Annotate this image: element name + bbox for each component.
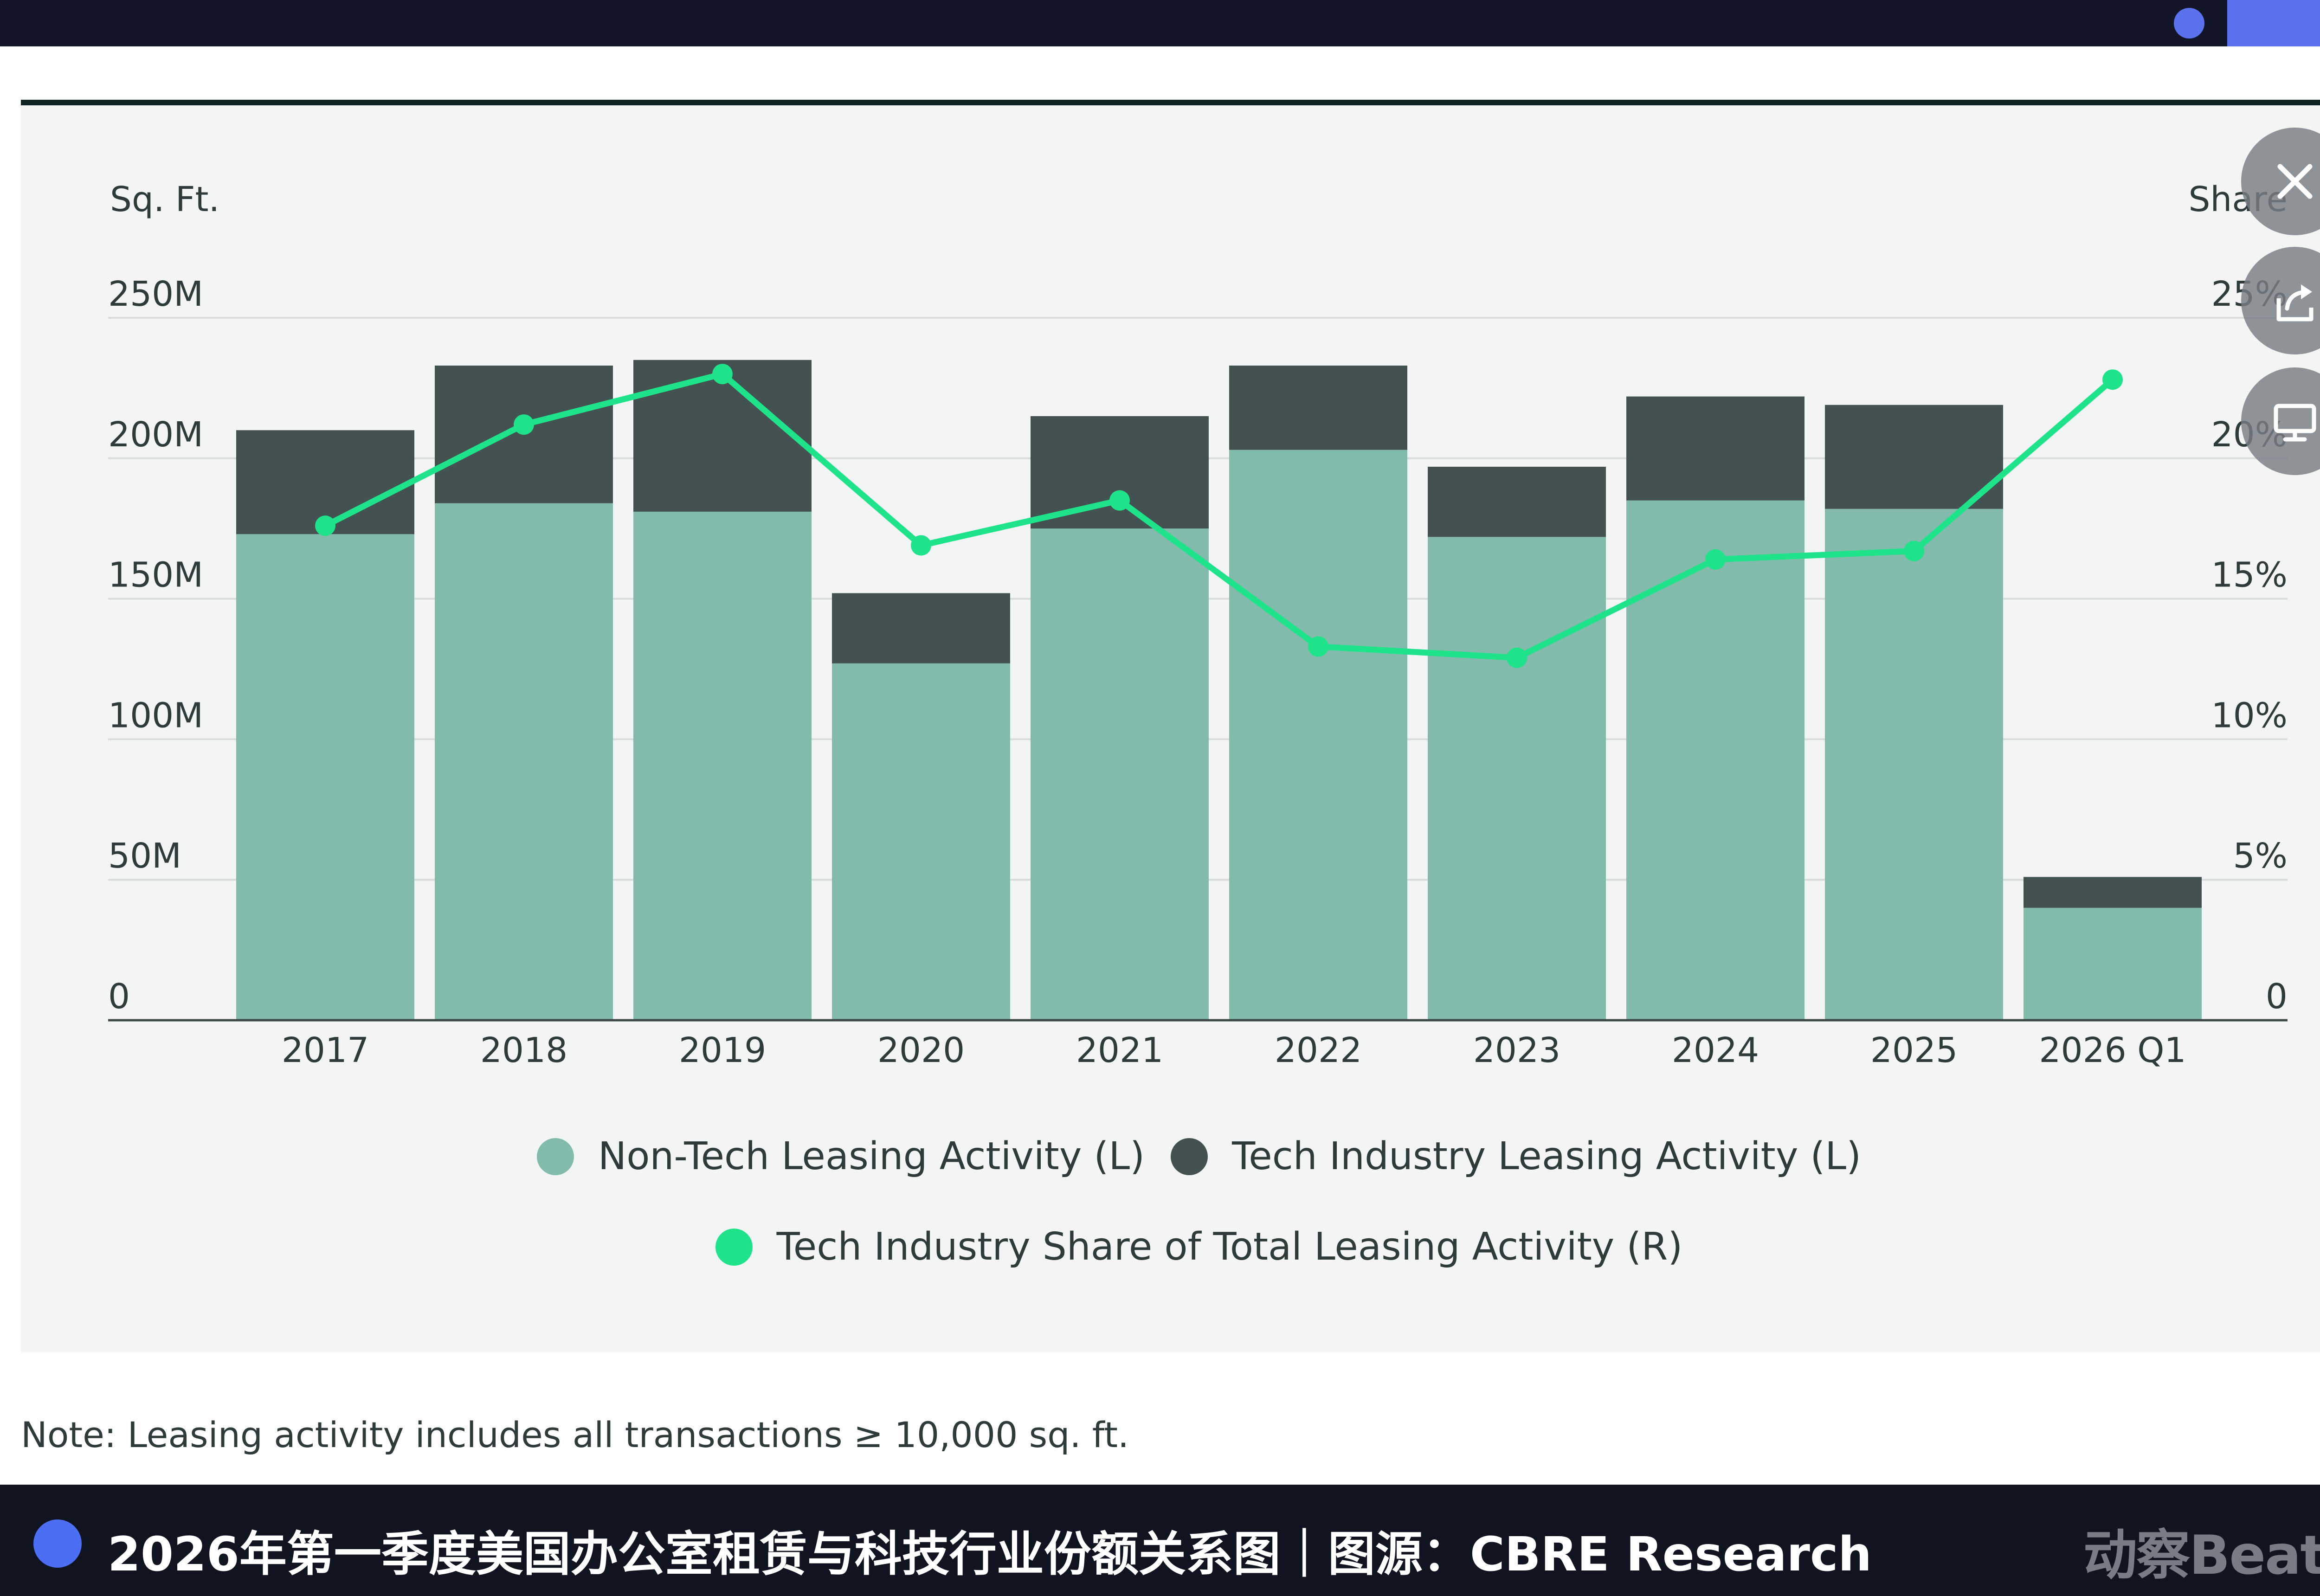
share-point bbox=[2102, 369, 2123, 390]
x-tick-label: 2026 Q1 bbox=[2039, 1030, 2186, 1070]
share-point bbox=[911, 535, 931, 556]
bar-non-tech bbox=[633, 511, 812, 1020]
x-tick-label: 2021 bbox=[1076, 1030, 1163, 1070]
left-tick-label: 50M bbox=[108, 836, 181, 876]
bar-non-tech bbox=[1229, 450, 1407, 1020]
close-button[interactable] bbox=[2241, 128, 2320, 235]
share-point bbox=[1705, 549, 1726, 570]
x-tick-label: 2022 bbox=[1275, 1030, 1362, 1070]
legend-swatch-share bbox=[715, 1228, 753, 1266]
legend-row-2: Tech Industry Share of Total Leasing Act… bbox=[21, 1225, 2320, 1269]
bar-tech bbox=[2024, 877, 2202, 908]
left-tick-label: 150M bbox=[108, 555, 203, 595]
top-bar bbox=[0, 0, 2320, 46]
left-tick-label: 0 bbox=[108, 977, 130, 1017]
share-point bbox=[514, 414, 534, 435]
left-tick-label: 250M bbox=[108, 274, 203, 314]
x-tick-label: 2024 bbox=[1672, 1030, 1759, 1070]
status-dot bbox=[2174, 8, 2204, 39]
legend-row-1: Non-Tech Leasing Activity (L) Tech Indus… bbox=[21, 1134, 2320, 1178]
caption-bar: 2026年第一季度美国办公室租赁与科技行业份额关系图｜图源：CBRE Resea… bbox=[0, 1485, 2320, 1596]
bar-non-tech bbox=[1428, 537, 1606, 1020]
chart-note: Note: Leasing activity includes all tran… bbox=[21, 1414, 1129, 1455]
legend-label-tech: Tech Industry Leasing Activity (L) bbox=[1232, 1134, 1862, 1178]
x-tick-label: 2017 bbox=[282, 1030, 369, 1070]
share-point bbox=[315, 515, 335, 536]
top-tab[interactable] bbox=[2227, 0, 2320, 46]
bar-non-tech bbox=[1825, 508, 2003, 1020]
legend-swatch-tech bbox=[1171, 1138, 1208, 1175]
left-tick-label: 100M bbox=[108, 695, 203, 735]
bar-tech bbox=[1825, 405, 2003, 509]
right-tick-label: 15% bbox=[2211, 555, 2288, 595]
legend-item-non-tech[interactable]: Non-Tech Leasing Activity (L) bbox=[536, 1134, 1145, 1178]
bar-non-tech bbox=[236, 534, 414, 1020]
legend-item-tech[interactable]: Tech Industry Leasing Activity (L) bbox=[1171, 1134, 1861, 1178]
bar-non-tech bbox=[1031, 528, 1209, 1020]
bar-non-tech bbox=[435, 503, 613, 1020]
bar-tech bbox=[1428, 466, 1606, 537]
x-tick-label: 2018 bbox=[480, 1030, 567, 1070]
right-tick-label: 5% bbox=[2233, 836, 2288, 876]
x-tick-label: 2025 bbox=[1870, 1030, 1958, 1070]
right-tick-label: 0 bbox=[2266, 977, 2288, 1017]
bar-tech bbox=[633, 360, 812, 512]
bar-non-tech bbox=[832, 663, 1010, 1020]
right-tick-label: 10% bbox=[2211, 695, 2288, 735]
share-point bbox=[1507, 647, 1527, 668]
brand-logo: 动察Beating bbox=[2083, 1524, 2320, 1587]
legend-label-non-tech: Non-Tech Leasing Activity (L) bbox=[598, 1134, 1145, 1178]
bar-non-tech bbox=[1626, 500, 1804, 1020]
bar-tech bbox=[1626, 396, 1804, 501]
share-point bbox=[712, 364, 733, 385]
share-point bbox=[1904, 541, 1924, 561]
caption-dot-icon bbox=[33, 1519, 82, 1568]
x-tick-label: 2020 bbox=[877, 1030, 965, 1070]
legend-label-share: Tech Industry Share of Total Leasing Act… bbox=[776, 1225, 1683, 1269]
x-tick-label: 2023 bbox=[1473, 1030, 1560, 1070]
bar-tech bbox=[1229, 365, 1407, 450]
bar-tech bbox=[832, 593, 1010, 663]
x-tick-label: 2019 bbox=[679, 1030, 766, 1070]
share-point bbox=[1308, 636, 1328, 657]
left-axis-title: Sq. Ft. bbox=[110, 180, 219, 219]
legend-swatch-non-tech bbox=[536, 1138, 574, 1175]
close-icon bbox=[2277, 164, 2313, 199]
screen-icon bbox=[2274, 404, 2316, 442]
share-icon bbox=[2276, 284, 2314, 322]
legend-item-share[interactable]: Tech Industry Share of Total Leasing Act… bbox=[715, 1225, 1683, 1269]
chart-top-rule bbox=[21, 100, 2320, 105]
share-point bbox=[1109, 490, 1130, 511]
left-tick-label: 200M bbox=[108, 415, 203, 455]
caption-text: 2026年第一季度美国办公室租赁与科技行业份额关系图｜图源：CBRE Resea… bbox=[108, 1527, 1872, 1582]
share-line bbox=[324, 371, 2115, 661]
bar-non-tech bbox=[2024, 907, 2202, 1020]
